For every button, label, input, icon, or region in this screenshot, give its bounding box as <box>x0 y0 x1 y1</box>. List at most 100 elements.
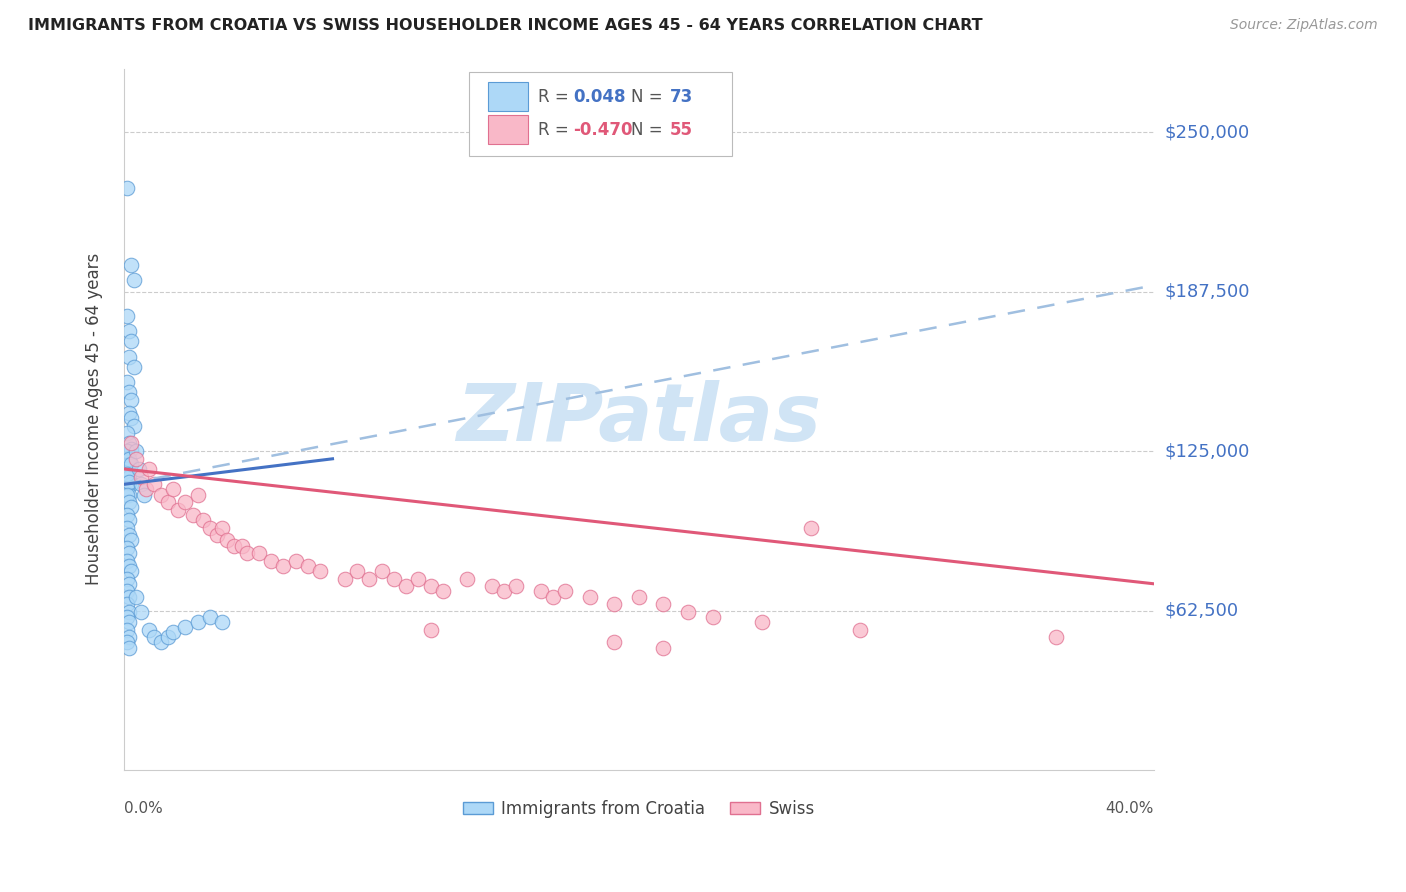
FancyBboxPatch shape <box>488 115 527 145</box>
Text: $125,000: $125,000 <box>1166 442 1250 460</box>
Point <box>382 572 405 586</box>
Point <box>129 477 152 491</box>
FancyBboxPatch shape <box>470 72 731 156</box>
Point <box>115 508 138 522</box>
Point <box>118 457 141 471</box>
Point <box>751 615 773 629</box>
Point <box>579 590 602 604</box>
Text: R =: R = <box>538 120 574 138</box>
Point <box>157 631 180 645</box>
Text: 0.0%: 0.0% <box>124 800 163 815</box>
Text: N =: N = <box>631 120 668 138</box>
Text: R =: R = <box>538 87 574 105</box>
Point <box>118 546 141 560</box>
Point <box>554 584 576 599</box>
Point <box>231 539 253 553</box>
Point <box>432 584 454 599</box>
Text: 0.048: 0.048 <box>574 87 626 105</box>
Point <box>395 579 418 593</box>
Point <box>115 584 138 599</box>
Text: $62,500: $62,500 <box>1166 601 1239 620</box>
Point <box>174 495 197 509</box>
Point <box>211 521 233 535</box>
Point <box>138 462 160 476</box>
Point <box>187 615 209 629</box>
Point <box>408 572 430 586</box>
Point <box>848 623 870 637</box>
Point <box>132 487 155 501</box>
Point <box>115 623 138 637</box>
FancyBboxPatch shape <box>488 82 527 112</box>
Point <box>1045 631 1067 645</box>
Point <box>198 521 221 535</box>
Point <box>121 477 143 491</box>
Point <box>118 615 141 629</box>
Point <box>260 554 283 568</box>
Point <box>235 546 257 560</box>
Point <box>370 564 392 578</box>
Point <box>115 597 138 611</box>
Point <box>541 590 564 604</box>
Point <box>627 590 650 604</box>
Point <box>115 376 138 390</box>
Point <box>207 528 229 542</box>
Legend: Immigrants from Croatia, Swiss: Immigrants from Croatia, Swiss <box>457 794 821 825</box>
Point <box>118 495 141 509</box>
Point <box>702 610 724 624</box>
Point <box>359 572 381 586</box>
Point <box>129 469 152 483</box>
Point <box>115 181 138 195</box>
Point <box>115 541 138 555</box>
Point <box>122 273 145 287</box>
Point <box>273 558 295 573</box>
Point <box>162 483 184 497</box>
Text: $250,000: $250,000 <box>1166 123 1250 141</box>
Point <box>118 605 141 619</box>
Text: 40.0%: 40.0% <box>1105 800 1154 815</box>
Point <box>115 521 138 535</box>
Point <box>129 605 152 619</box>
Point <box>118 475 141 489</box>
Point <box>115 483 138 497</box>
Point <box>191 513 214 527</box>
Point <box>198 610 221 624</box>
Point <box>603 597 626 611</box>
Point <box>118 528 141 542</box>
Point <box>224 539 246 553</box>
Point <box>118 631 141 645</box>
Point <box>122 359 145 374</box>
Point <box>181 508 204 522</box>
Point <box>121 258 143 272</box>
Point <box>419 623 441 637</box>
Point <box>115 487 138 501</box>
Point <box>125 451 148 466</box>
Point <box>118 640 141 655</box>
Point <box>419 579 441 593</box>
Point <box>333 572 356 586</box>
Point <box>505 579 527 593</box>
Text: Source: ZipAtlas.com: Source: ZipAtlas.com <box>1230 18 1378 32</box>
Point <box>456 572 478 586</box>
Point <box>217 533 239 548</box>
Point <box>162 625 184 640</box>
Point <box>118 469 141 483</box>
Point <box>115 309 138 323</box>
Text: N =: N = <box>631 87 668 105</box>
Text: ZIPatlas: ZIPatlas <box>457 380 821 458</box>
Point <box>135 483 157 497</box>
Point <box>167 503 190 517</box>
Point <box>118 513 141 527</box>
Point <box>800 521 823 535</box>
Point <box>309 564 332 578</box>
Point <box>118 451 141 466</box>
Point <box>121 393 143 408</box>
Point <box>121 442 143 456</box>
Point <box>652 597 675 611</box>
Point <box>118 350 141 364</box>
Text: 55: 55 <box>669 120 693 138</box>
Point <box>481 579 503 593</box>
Point <box>149 635 172 649</box>
Point <box>115 462 138 476</box>
Point <box>603 635 626 649</box>
Point <box>115 554 138 568</box>
